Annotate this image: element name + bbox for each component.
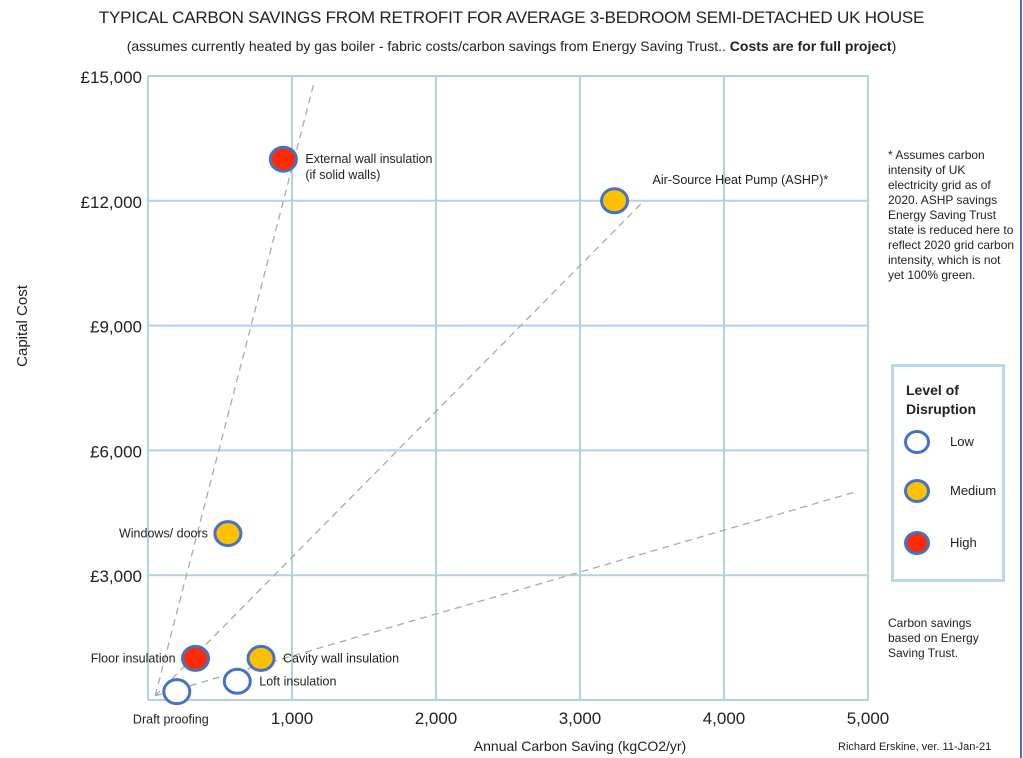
data-point-low (222, 667, 252, 695)
data-point-medium (246, 644, 276, 672)
legend-item-high: High (904, 531, 1004, 561)
data-point-label: External wall insulation (if solid walls) (305, 152, 432, 182)
chart-subtitle: (assumes currently heated by gas boiler … (0, 38, 1023, 54)
subtitle-end: ) (891, 38, 897, 54)
tick-labels: 1,000 2,000 3,000 4,000 5,000 £3,000 £6,000 £9,… (81, 68, 890, 728)
data-point-high (181, 644, 211, 672)
label-line: Air-Source Heat Pump (ASHP)* (653, 173, 829, 187)
label-line: Loft insulation (259, 674, 336, 688)
legend-label: Medium (950, 483, 997, 498)
data-point-medium (213, 520, 243, 548)
frame-border (1020, 0, 1022, 758)
data-point-label: Draft proofing (133, 713, 209, 727)
label-line: External wall insulation (305, 152, 432, 166)
data-point-label: Cavity wall insulation (283, 651, 399, 665)
data-point-low (162, 678, 192, 706)
y-tick-label: £3,000 (90, 567, 142, 586)
y-tick-label: £6,000 (90, 442, 142, 461)
data-point-medium (600, 187, 630, 215)
x-tick-label: 5,000 (847, 709, 890, 728)
legend-title-line1: Level of (906, 382, 959, 398)
label-line: Floor insulation (91, 651, 176, 665)
x-tick-label: 4,000 (703, 709, 746, 728)
x-axis-label: Annual Carbon Saving (kgCO2/yr) (474, 738, 686, 754)
x-tick-label: 1,000 (271, 709, 314, 728)
legend-title-line2: Disruption (906, 401, 976, 417)
chart-title: TYPICAL CARBON SAVINGS FROM RETROFIT FOR… (98, 8, 925, 27)
legend-title: Level of Disruption (906, 381, 976, 419)
legend-item-medium: Medium (904, 479, 1004, 509)
data-point-label: Loft insulation (259, 674, 336, 688)
label-line: (if solid walls) (305, 168, 380, 182)
grid (147, 75, 869, 701)
legend-swatch-low (904, 430, 930, 454)
label-line: Draft proofing (133, 713, 209, 727)
data-point-label: Windows/ doors (119, 527, 208, 541)
x-tick-label: 3,000 (559, 709, 602, 728)
legend-item-low: Low (904, 430, 1004, 460)
legend-swatch-high (904, 531, 930, 555)
data-point-label: Air-Source Heat Pump (ASHP)* (653, 173, 829, 187)
reference-line (154, 84, 315, 697)
data-point-label: Floor insulation (91, 651, 176, 665)
y-tick-label: £9,000 (90, 318, 142, 337)
source-note: Carbon savings based on Energy Saving Tr… (888, 616, 979, 660)
y-tick-label: £15,000 (81, 68, 142, 87)
subtitle-bold: Costs are for full project (729, 38, 892, 54)
subtitle-text: (assumes currently heated by gas boiler … (126, 38, 730, 54)
y-axis-label: Capital Cost (14, 284, 31, 367)
legend-label: High (950, 535, 977, 550)
data-points: Draft proofing Floor insulation Loft insul… (91, 145, 829, 727)
legend-swatch-medium (904, 479, 930, 503)
legend: Level of Disruption Low Medium High (891, 364, 1005, 582)
legend-label: Low (950, 434, 974, 449)
x-tick-label: 2,000 (415, 709, 458, 728)
reference-line (154, 202, 643, 697)
ashp-note: * Assumes carbon intensity of UK electri… (888, 148, 1015, 282)
data-point-high (268, 145, 298, 173)
credit: Richard Erskine, ver. 11-Jan-21 (838, 741, 992, 753)
y-tick-label: £12,000 (81, 193, 142, 212)
label-line: Windows/ doors (119, 527, 208, 541)
label-line: Cavity wall insulation (283, 651, 399, 665)
